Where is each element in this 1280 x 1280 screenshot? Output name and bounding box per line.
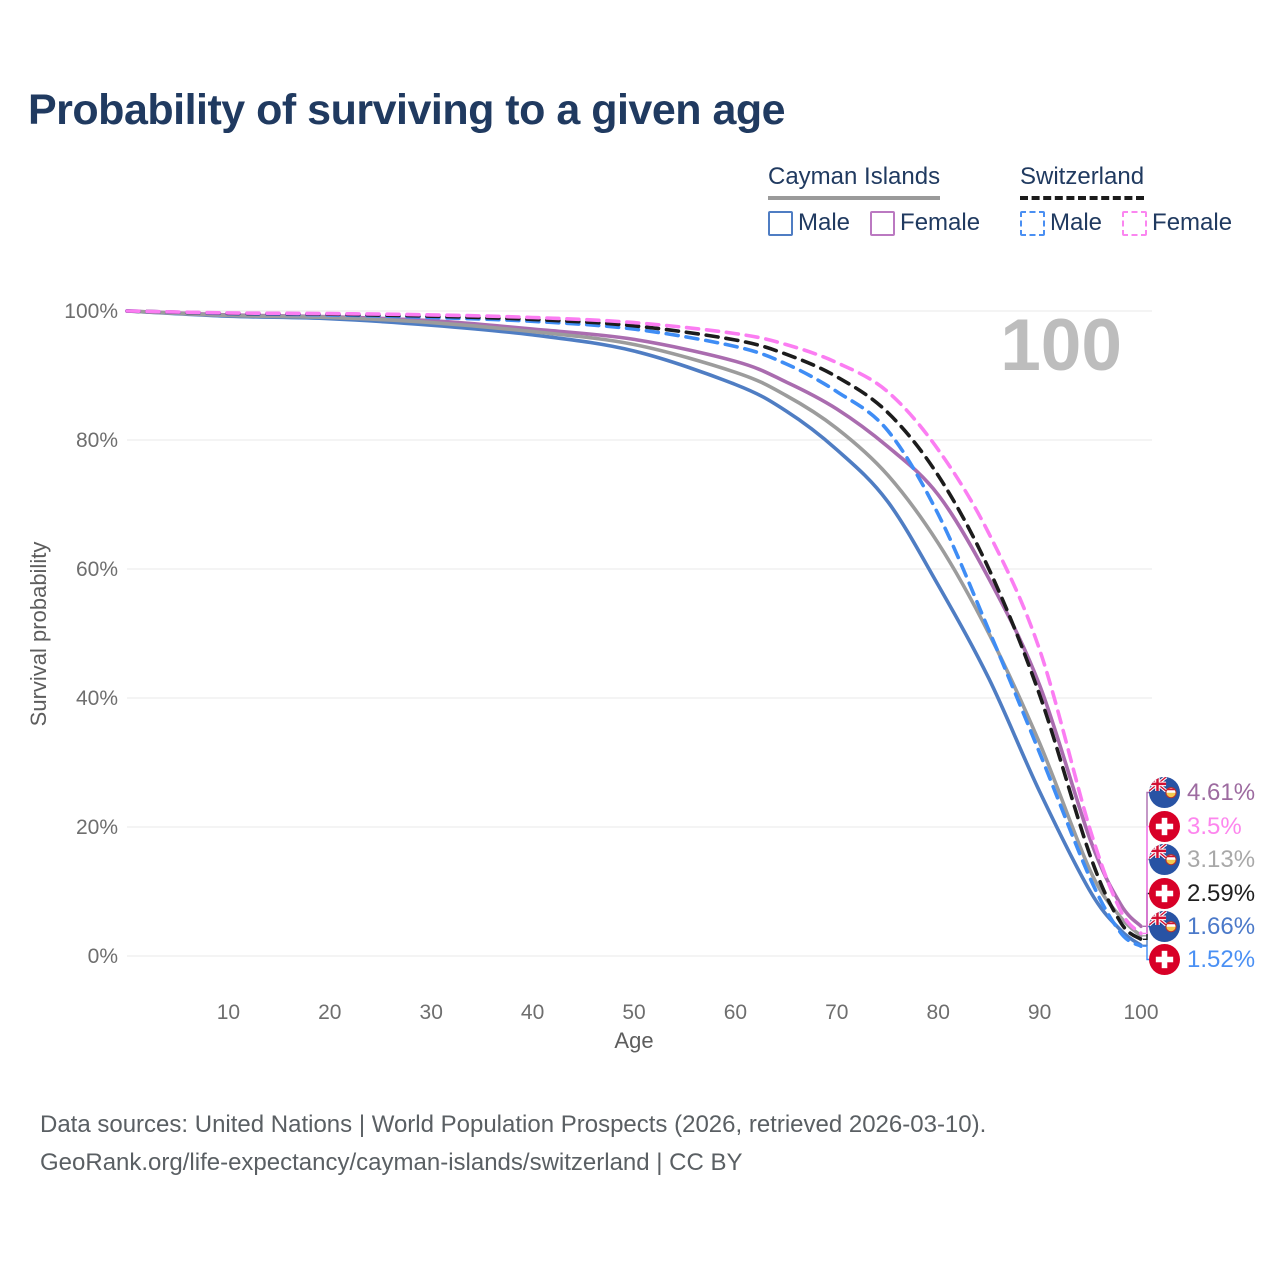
y-tick-label: 0% [88,945,118,968]
legend-label-switzerland-female: Female [1152,209,1233,236]
end-label-switzerland-male: 1.52% [1149,943,1255,976]
end-label-switzerland-female: 3.5% [1149,810,1242,843]
legend-label-cayman-female: Female [900,209,981,236]
x-tick-label: 60 [724,1001,747,1024]
x-tick-label: 80 [927,1001,950,1024]
x-tick-label: 50 [622,1001,645,1024]
end-value: 1.52% [1187,945,1256,973]
legend-item-switzerland-female: Female [1122,209,1232,237]
y-axis-title: Survival probability [26,542,51,727]
switzerland-flag-icon [1149,878,1180,909]
footer-line-2: GeoRank.org/life-expectancy/cayman-islan… [40,1148,743,1176]
x-tick-label: 90 [1028,1001,1051,1024]
footer-line-1: Data sources: United Nations | World Pop… [40,1111,987,1138]
end-label-cayman-male: 1.66% [1149,910,1255,943]
x-tick-label: 100 [1123,1001,1158,1024]
end-value: 1.66% [1187,912,1256,940]
curve-cayman-islands-female [125,309,1143,929]
x-tick-label: 10 [217,1001,240,1024]
end-value: 3.13% [1187,845,1256,873]
curve-cayman-islands-both-sexes [125,309,1143,938]
legend-group-switzerland: Switzerland Male Female [1020,163,1232,237]
x-tick-label: 40 [521,1001,544,1024]
y-tick-label: 100% [64,300,118,323]
x-axis-title: Age [614,1028,653,1053]
legend-label-cayman-male: Male [798,209,851,236]
survival-curves [125,309,1143,948]
hover-age-watermark: 100 [1000,305,1122,386]
y-tick-label: 80% [76,429,118,452]
legend-group-cayman-islands: Cayman Islands Male Female [768,163,980,237]
checkbox-switzerland-male[interactable] [1020,210,1045,236]
switzerland-flag-icon [1149,944,1180,975]
switzerland-flag-icon [1149,811,1180,842]
gridlines [127,310,1152,957]
curve-switzerland-female [125,309,1143,936]
legend-country-cayman-islands: Cayman Islands [768,163,941,200]
legend-item-cayman-female: Female [870,209,980,237]
y-tick-label: 40% [76,687,118,710]
end-label-switzerland-both: 2.59% [1149,877,1255,910]
checkbox-switzerland-female[interactable] [1122,210,1148,236]
x-tick-label: 20 [318,1001,341,1024]
legend-country-switzerland: Switzerland [1020,163,1145,200]
x-tick-label: 30 [420,1001,443,1024]
end-label-cayman-female: 4.61% [1149,776,1255,809]
end-value: 3.5% [1187,812,1242,840]
legend-item-switzerland-male: Male [1020,209,1102,237]
checkbox-cayman-male[interactable] [768,210,793,236]
legend-label-switzerland-male: Male [1050,209,1103,236]
y-tick-label: 20% [76,816,118,839]
curve-switzerland-male [125,309,1143,948]
legend-item-cayman-male: Male [768,209,850,237]
end-label-cayman-both: 3.13% [1149,843,1255,876]
curve-switzerland-both-sexes [125,309,1143,942]
cayman-islands-flag-icon [1149,844,1180,875]
cayman-islands-flag-icon [1149,911,1180,942]
x-tick-label: 70 [825,1001,848,1024]
page-title: Probability of surviving to a given age [28,86,786,134]
y-tick-label: 60% [76,558,118,581]
cayman-islands-flag-icon [1149,777,1180,808]
end-value: 2.59% [1187,879,1256,907]
axis-ticks: 0% 20% 40% 60% 80% 100% 10 20 30 40 50 60 70 80 90 100 [64,300,1158,1024]
data-source-footer: Data sources: United Nations | World Pop… [40,1106,986,1181]
checkbox-cayman-female[interactable] [870,210,896,236]
end-value: 4.61% [1187,778,1256,806]
